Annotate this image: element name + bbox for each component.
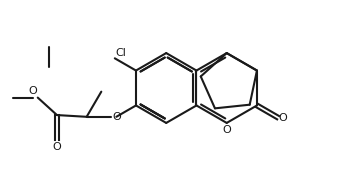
Text: O: O [53, 142, 61, 152]
Text: O: O [222, 125, 231, 135]
Text: Cl: Cl [116, 48, 126, 58]
Text: O: O [279, 113, 287, 123]
Text: O: O [112, 112, 121, 122]
Text: O: O [28, 86, 37, 96]
